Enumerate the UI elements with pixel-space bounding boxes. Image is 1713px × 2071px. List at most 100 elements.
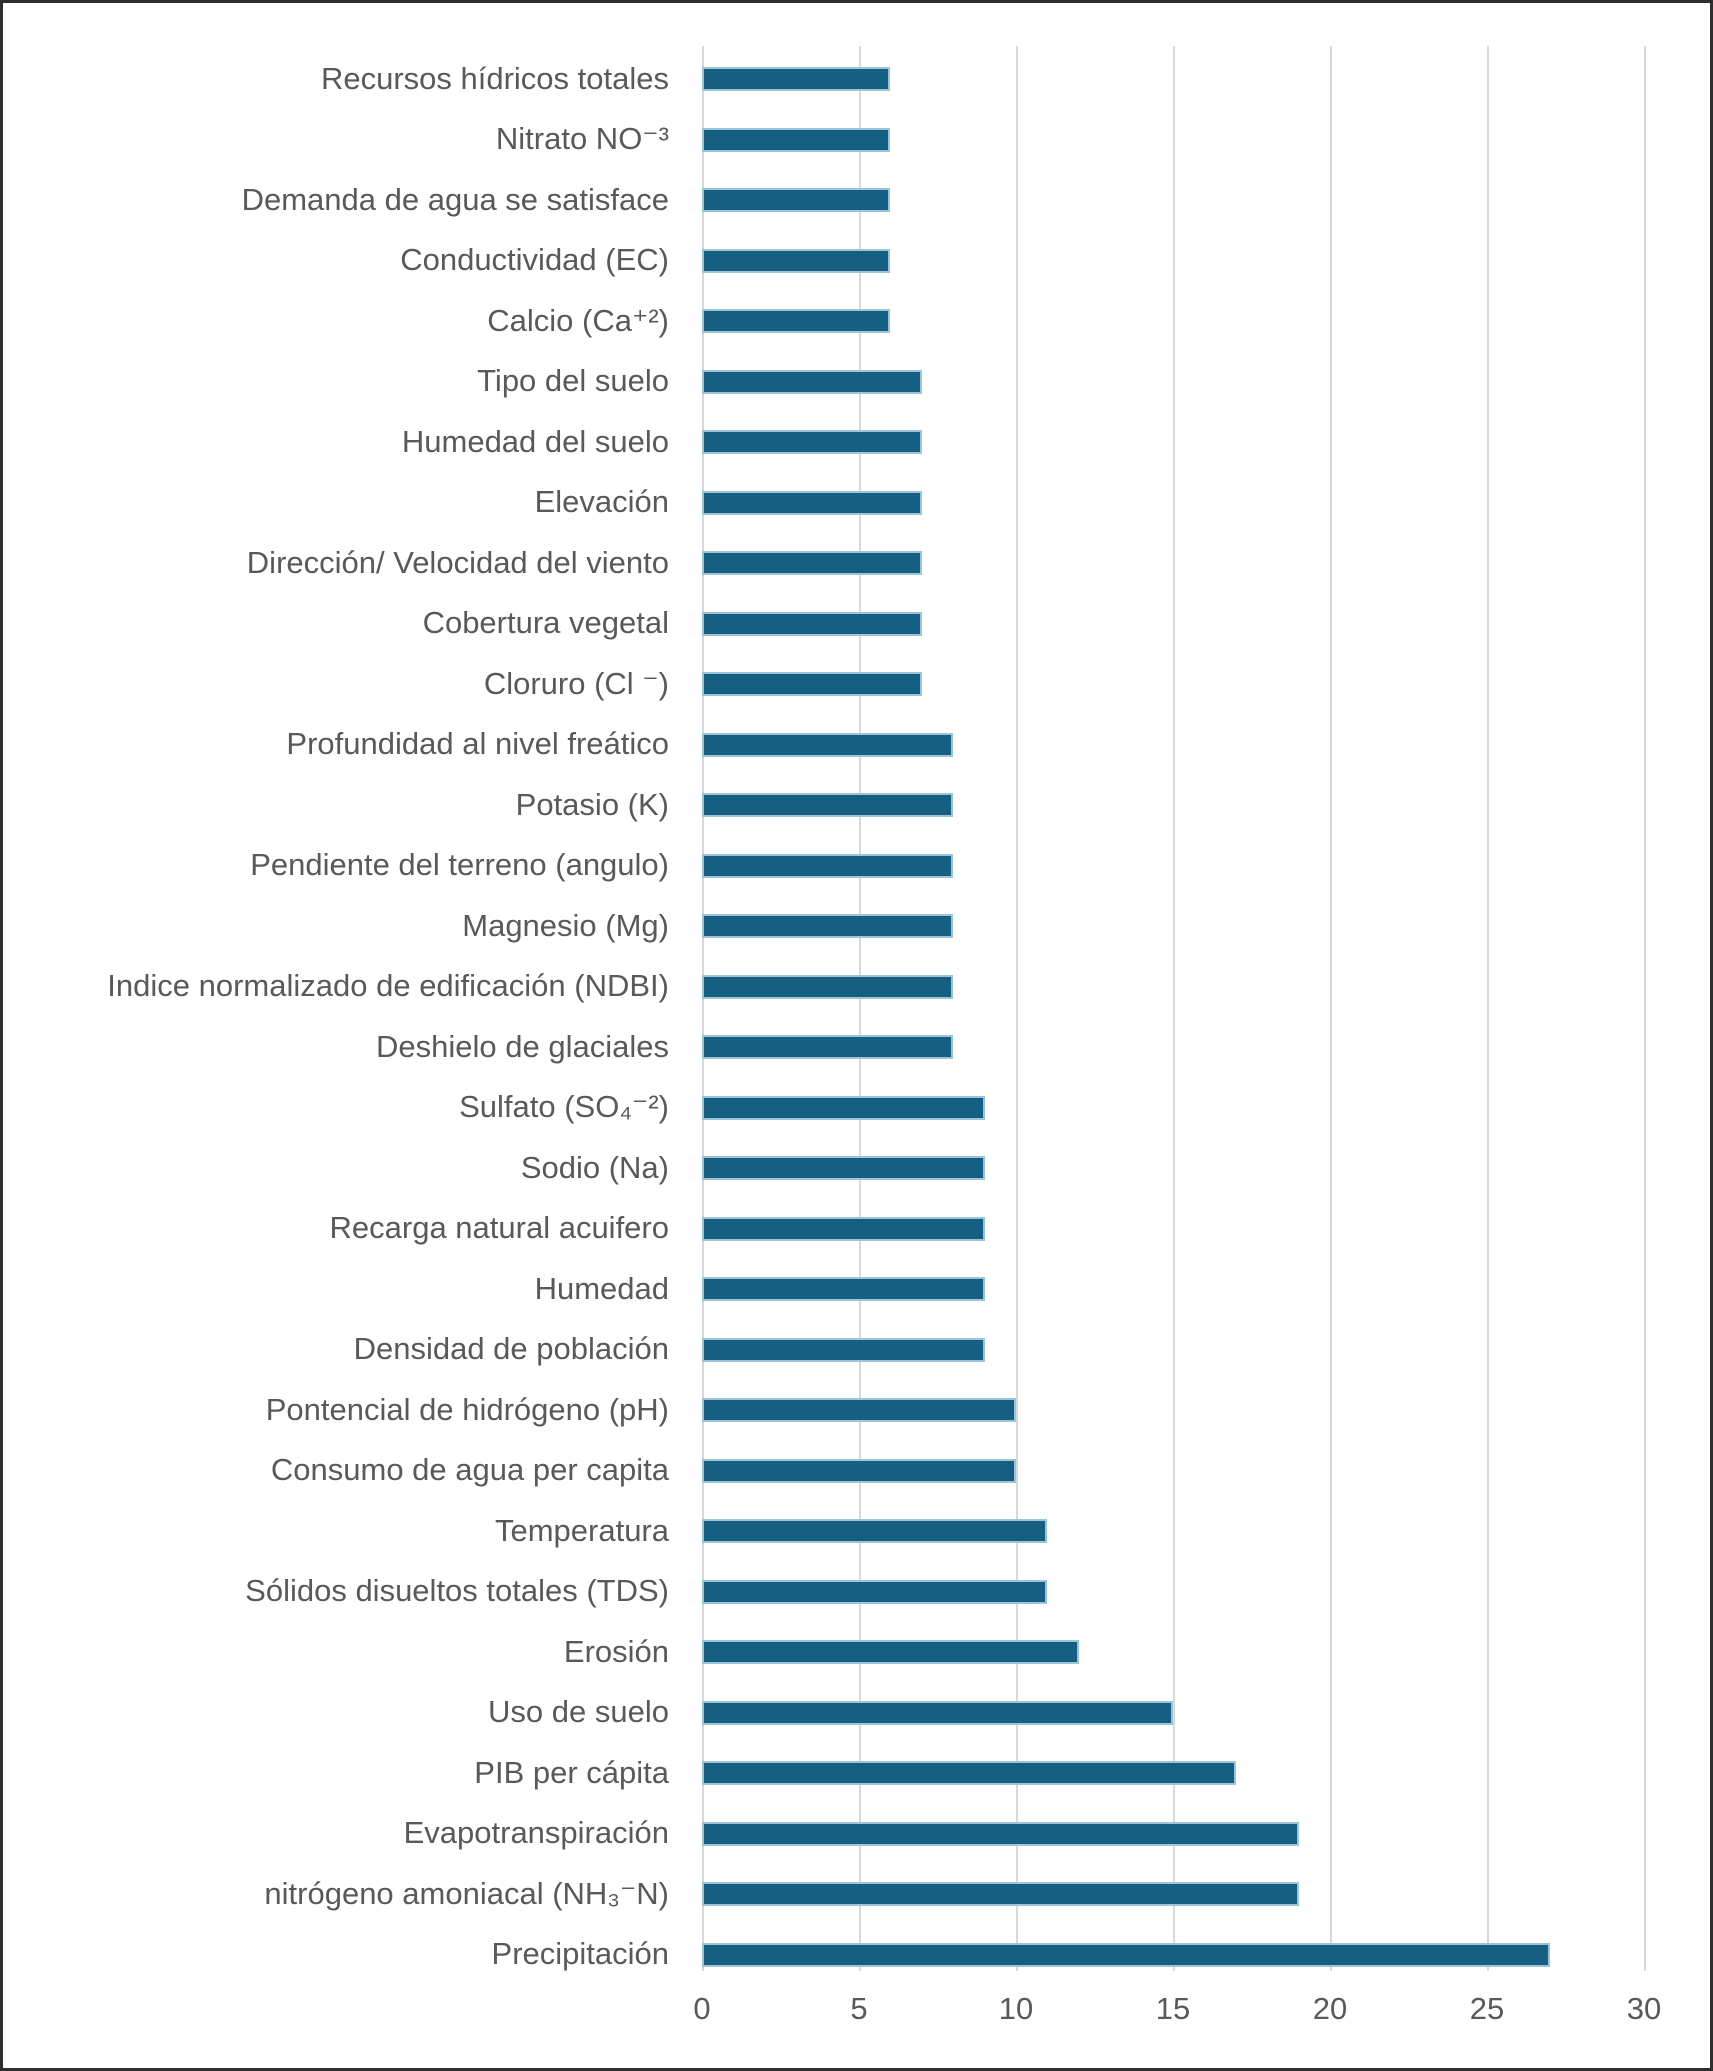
- x-tick-label: 10: [998, 1991, 1034, 2026]
- category-label: Magnesio (Mg): [462, 907, 669, 943]
- bar-row: Cobertura vegetal: [3, 594, 1710, 655]
- x-tick-label: 30: [1626, 1991, 1662, 2026]
- bar-row: Indice normalizado de edificación (NDBI): [3, 957, 1710, 1018]
- bar: [702, 551, 922, 576]
- bar: [702, 914, 954, 939]
- bar-track: [702, 1683, 1644, 1744]
- bar-row: Profundidad al nivel freático: [3, 715, 1710, 776]
- bar-track: [702, 49, 1644, 110]
- bar-row: Conductividad (EC): [3, 231, 1710, 292]
- bar-track: [702, 352, 1644, 413]
- category-label: Profundidad al nivel freático: [286, 726, 669, 762]
- category-label: Humedad: [534, 1270, 669, 1306]
- bar: [702, 188, 891, 213]
- category-label: Cloruro (Cl ⁻): [483, 665, 669, 701]
- bar-row: nitrógeno amoniacal (NH₃⁻N): [3, 1864, 1710, 1925]
- bar-row: Humedad del suelo: [3, 412, 1710, 473]
- category-rows: Recursos hídricos totales Nitrato NO⁻³ Dem…: [3, 49, 1710, 1985]
- bar: [702, 793, 954, 818]
- category-label: Potasio (K): [515, 786, 669, 822]
- bar: [702, 1156, 985, 1181]
- bar-row: Recursos hídricos totales: [3, 49, 1710, 110]
- bar: [702, 1882, 1299, 1907]
- bar: [702, 611, 922, 636]
- bar-row: Humedad: [3, 1259, 1710, 1320]
- bar-track: [702, 1017, 1644, 1078]
- bar: [702, 1337, 985, 1362]
- category-label: Recursos hídricos totales: [320, 60, 669, 96]
- bar-row: Temperatura: [3, 1501, 1710, 1562]
- bar-row: Pendiente del terreno (angulo): [3, 836, 1710, 897]
- bar-row: Evapotranspiración: [3, 1804, 1710, 1865]
- bar-track: [702, 1380, 1644, 1441]
- bar-row: Densidad de población: [3, 1320, 1710, 1381]
- bar-row: Consumo de agua per capita: [3, 1441, 1710, 1502]
- bar: [702, 1458, 1016, 1483]
- bar-track: [702, 231, 1644, 292]
- bar: [702, 430, 922, 455]
- category-label: Demanda de agua se satisface: [241, 181, 669, 217]
- bar-row: Precipitación: [3, 1925, 1710, 1986]
- bar-row: Nitrato NO⁻³: [3, 110, 1710, 171]
- category-label: Pontencial de hidrógeno (pH): [265, 1391, 669, 1427]
- bar: [702, 1942, 1550, 1967]
- bar: [702, 248, 891, 273]
- bar: [702, 67, 891, 92]
- bar: [702, 1761, 1236, 1786]
- bar-track: [702, 1804, 1644, 1865]
- bar-row: Sólidos disueltos totales (TDS): [3, 1562, 1710, 1623]
- category-label: Dirección/ Velocidad del viento: [246, 544, 669, 580]
- bar-track: [702, 775, 1644, 836]
- category-label: Densidad de población: [353, 1331, 669, 1367]
- bar: [702, 1035, 954, 1060]
- x-tick-label: 15: [1155, 1991, 1191, 2026]
- bar-row: Cloruro (Cl ⁻): [3, 654, 1710, 715]
- bar: [702, 732, 954, 757]
- category-label: nitrógeno amoniacal (NH₃⁻N): [264, 1875, 669, 1911]
- category-label: Uso de suelo: [488, 1694, 669, 1730]
- category-label: Sodio (Na): [520, 1149, 669, 1185]
- category-label: Temperatura: [494, 1512, 669, 1548]
- bar: [702, 309, 891, 334]
- category-label: Pendiente del terreno (angulo): [250, 847, 669, 883]
- bar-row: Tipo del suelo: [3, 352, 1710, 413]
- category-label: Indice normalizado de edificación (NDBI): [107, 968, 669, 1004]
- category-label: Precipitación: [491, 1936, 669, 1972]
- bar: [702, 1398, 1016, 1423]
- bar-row: Dirección/ Velocidad del viento: [3, 533, 1710, 594]
- bar-track: [702, 1320, 1644, 1381]
- bar-track: [702, 1925, 1644, 1986]
- category-label: Calcio (Ca⁺²): [487, 302, 669, 338]
- bar-track: [702, 533, 1644, 594]
- bar-row: Uso de suelo: [3, 1683, 1710, 1744]
- category-label: Deshielo de glaciales: [376, 1028, 669, 1064]
- bar-track: [702, 1562, 1644, 1623]
- bar: [702, 490, 922, 515]
- x-tick-label: 0: [693, 1991, 711, 2026]
- bar-row: Deshielo de glaciales: [3, 1017, 1710, 1078]
- bar-track: [702, 594, 1644, 655]
- bar: [702, 1640, 1079, 1665]
- bar-track: [702, 1078, 1644, 1139]
- category-label: PIB per cápita: [474, 1754, 669, 1790]
- bar-track: [702, 1622, 1644, 1683]
- bar: [702, 853, 954, 878]
- bar-row: Pontencial de hidrógeno (pH): [3, 1380, 1710, 1441]
- x-axis: 0 5 10 15 20 25 30: [3, 1991, 1710, 2031]
- category-label: Consumo de agua per capita: [270, 1452, 669, 1488]
- category-label: Nitrato NO⁻³: [495, 121, 669, 157]
- bar: [702, 1821, 1299, 1846]
- bar-row: Recarga natural acuifero: [3, 1199, 1710, 1260]
- bar: [702, 1700, 1173, 1725]
- category-label: Sólidos disueltos totales (TDS): [245, 1573, 669, 1609]
- bar-row: Elevación: [3, 473, 1710, 534]
- bar-track: [702, 291, 1644, 352]
- x-tick-label: 5: [850, 1991, 868, 2026]
- bar-track: [702, 836, 1644, 897]
- bar: [702, 1095, 985, 1120]
- bar: [702, 1277, 985, 1302]
- bar-track: [702, 1864, 1644, 1925]
- bar-track: [702, 715, 1644, 776]
- bar-row: Sulfato (SO₄⁻²): [3, 1078, 1710, 1139]
